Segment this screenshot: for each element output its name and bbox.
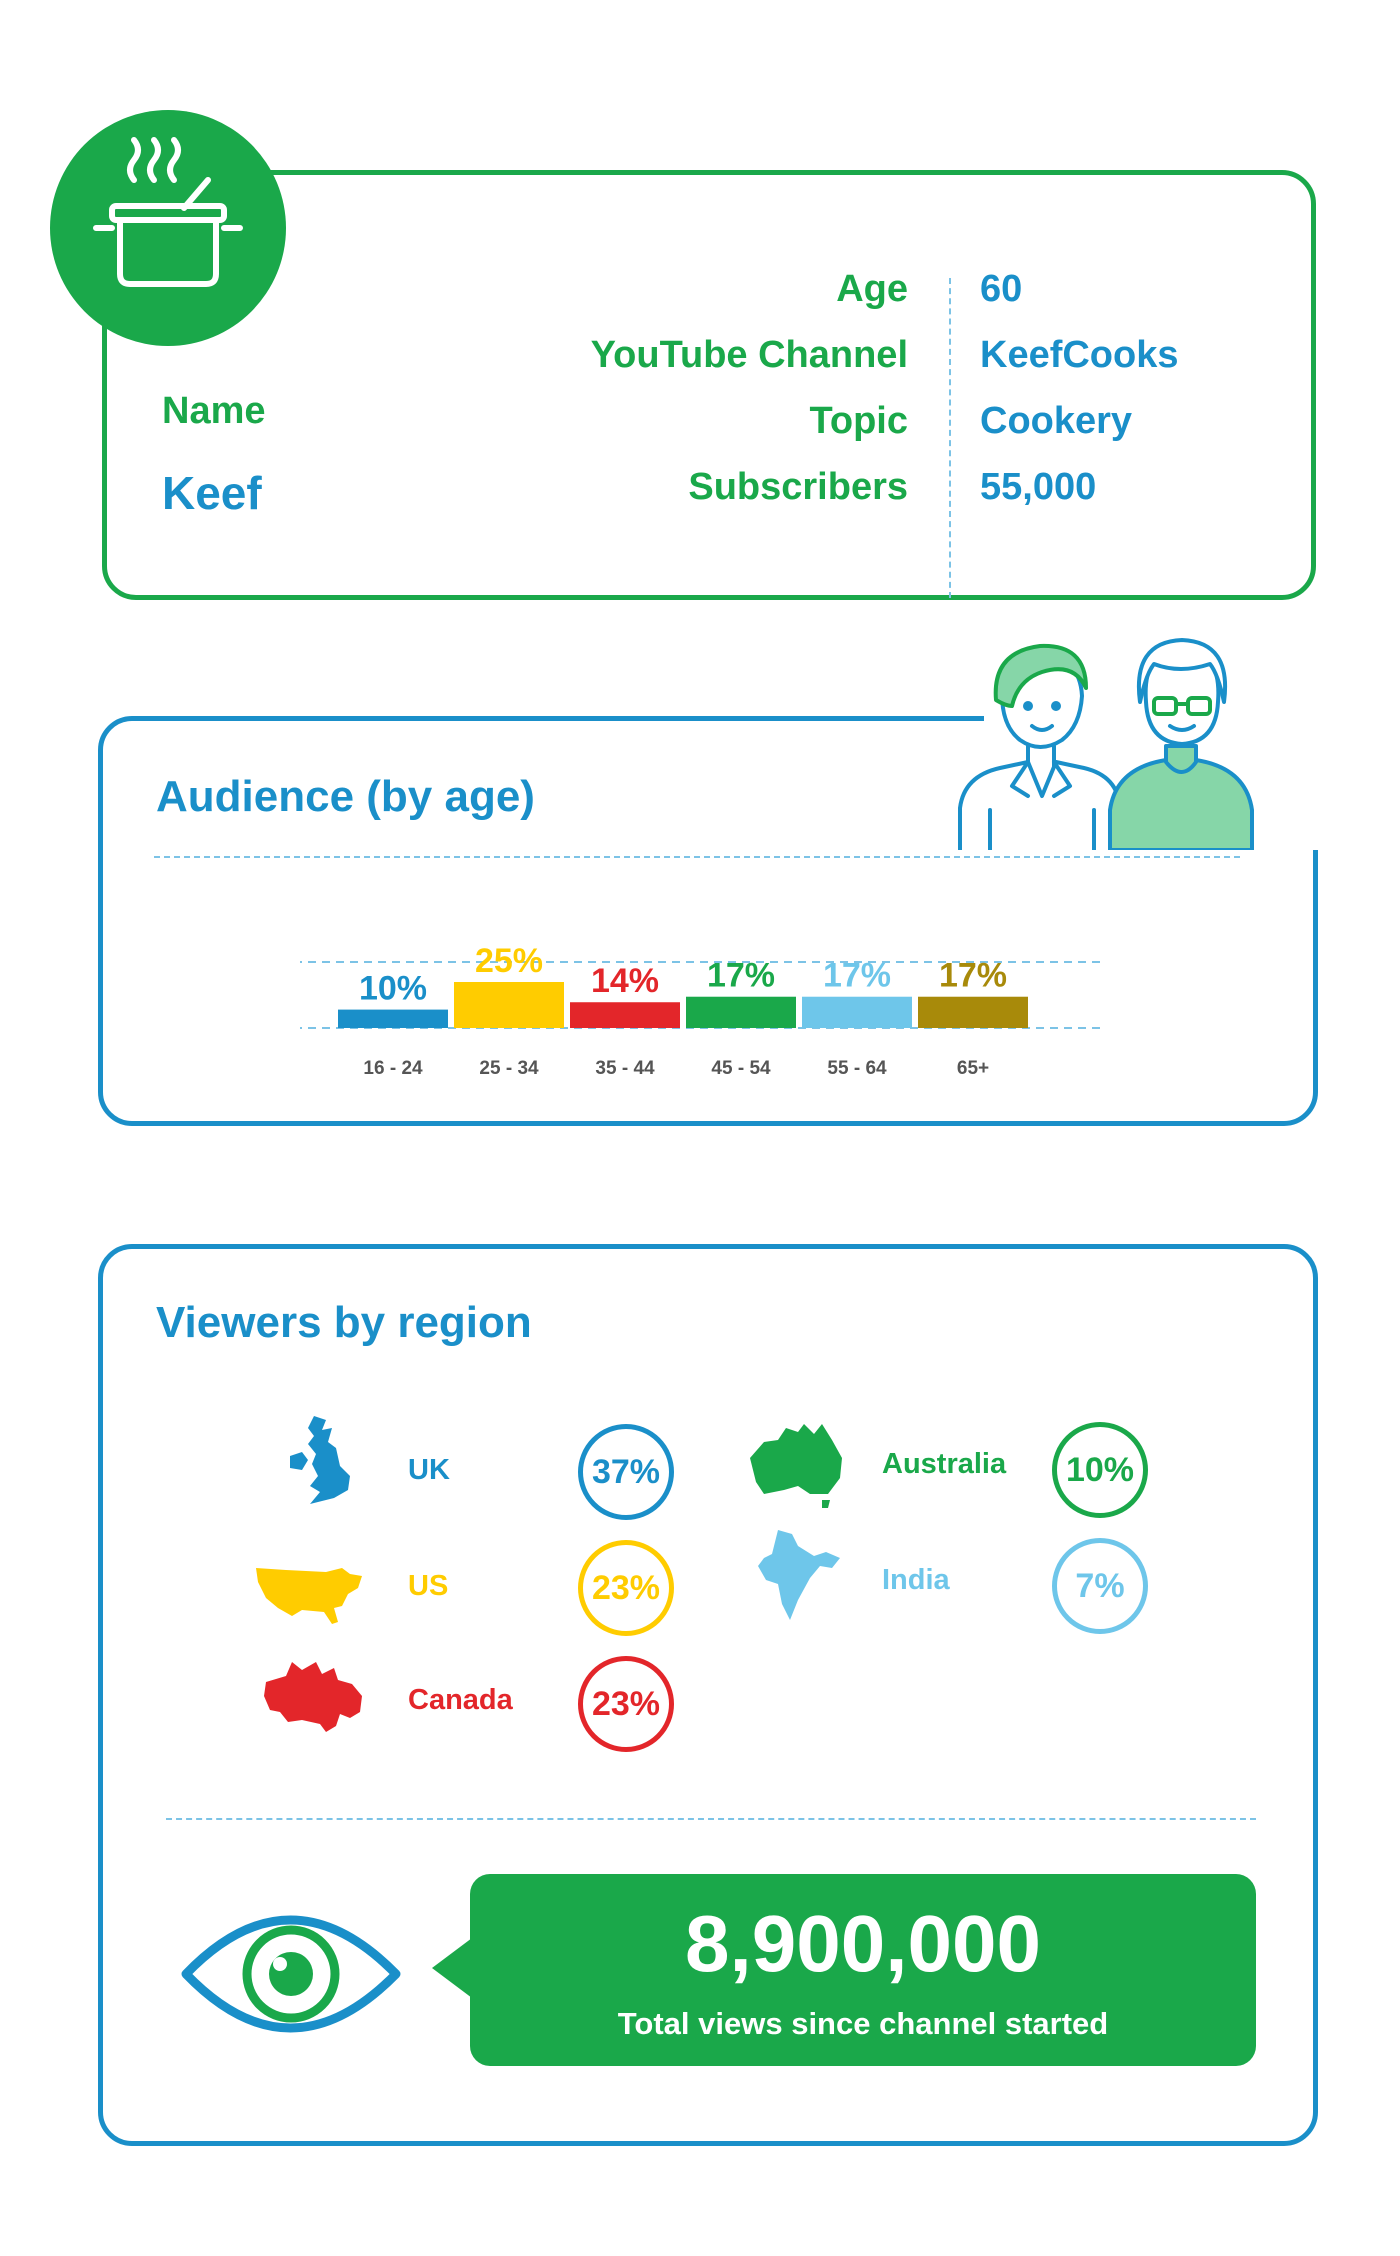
bar-45 - 54 (686, 996, 796, 1028)
older-woman-icon (1108, 638, 1254, 850)
region-uk-pct: 37% (578, 1424, 674, 1520)
bar-value-label: 17% (823, 957, 891, 995)
bar-value-label: 25% (475, 942, 543, 980)
audience-title: Audience (by age) (156, 772, 535, 821)
category-label: 35 - 44 (595, 1058, 655, 1079)
category-label: 16 - 24 (363, 1058, 423, 1079)
us-map-icon (256, 1568, 362, 1624)
subscribers-label: Subscribers (688, 466, 908, 508)
region-australia-pct: 10% (1052, 1422, 1148, 1518)
bar-value-label: 17% (707, 957, 775, 995)
category-label: 25 - 34 (479, 1058, 539, 1079)
audience-card (98, 716, 1318, 1126)
eye-icon (181, 1915, 401, 2033)
audience-illustration (958, 638, 1254, 850)
age-label: Age (836, 268, 908, 310)
region-india-name: India (882, 1564, 950, 1596)
region-title: Viewers by region (156, 1298, 532, 1347)
total-views-number: 8,900,000 (685, 1899, 1041, 1988)
age-bar-chart: 10% 16 - 24 25% 25 - 34 14% 35 - 44 17% 45 - 54… (300, 942, 1100, 1079)
region-canada-name: Canada (408, 1684, 513, 1716)
bar-55 - 64 (802, 996, 912, 1028)
region-divider (166, 1818, 1256, 1820)
topic-value: Cookery (980, 400, 1133, 442)
age-value: 60 (980, 268, 1023, 310)
bar-value-label: 10% (359, 970, 427, 1008)
region-india-pct: 7% (1052, 1538, 1148, 1634)
subscribers-value: 55,000 (980, 466, 1097, 508)
bar-35 - 44 (570, 1002, 680, 1028)
region-uk-name: UK (408, 1454, 450, 1486)
region-us-name: US (408, 1570, 449, 1602)
bar-25 - 34 (454, 982, 564, 1028)
uk-map-icon (290, 1416, 350, 1504)
profile-divider (949, 278, 951, 598)
canada-map-icon (264, 1662, 362, 1732)
bar-16 - 24 (338, 1009, 448, 1028)
australia-map-icon (750, 1424, 842, 1508)
profile-card (102, 170, 1316, 600)
name-value: Keef (162, 467, 262, 519)
views-pointer (432, 1938, 472, 1998)
region-card (98, 1244, 1318, 2146)
category-label: 55 - 64 (827, 1058, 887, 1079)
category-label: 45 - 54 (711, 1058, 771, 1079)
name-label: Name (162, 390, 266, 432)
region-australia-name: Australia (882, 1448, 1007, 1480)
bar-value-label: 17% (939, 957, 1007, 995)
topic-label: Topic (809, 400, 908, 442)
category-label: 65+ (957, 1058, 989, 1079)
channel-label: YouTube Channel (590, 334, 908, 376)
region-us-pct: 23% (578, 1540, 674, 1636)
bar-65+ (918, 996, 1028, 1028)
audience-divider (154, 856, 1240, 858)
india-map-icon (758, 1530, 840, 1620)
young-woman-icon (958, 643, 1122, 850)
cooking-pot-icon (50, 110, 286, 346)
channel-value: KeefCooks (980, 334, 1179, 376)
total-views-box: 8,900,000 Total views since channel star… (470, 1874, 1256, 2066)
total-views-caption: Total views since channel started (617, 2006, 1109, 2041)
region-canada-pct: 23% (578, 1656, 674, 1752)
bar-value-label: 14% (591, 962, 659, 1000)
